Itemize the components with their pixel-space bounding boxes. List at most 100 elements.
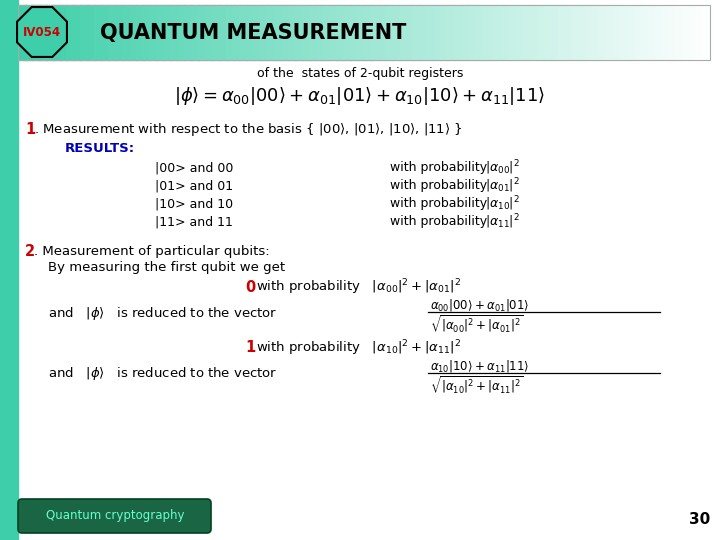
Bar xyxy=(294,5,302,60)
Text: . Measurement of particular qubits:: . Measurement of particular qubits: xyxy=(34,246,269,259)
Text: |10> and 10: |10> and 10 xyxy=(155,198,233,211)
Bar xyxy=(384,5,392,60)
Bar xyxy=(620,5,628,60)
Bar xyxy=(323,5,330,60)
Bar xyxy=(606,5,614,60)
Bar xyxy=(558,5,566,60)
Bar xyxy=(309,5,317,60)
Bar xyxy=(135,5,143,60)
Bar xyxy=(177,5,185,60)
Text: QUANTUM MEASUREMENT: QUANTUM MEASUREMENT xyxy=(100,23,406,43)
Text: $|\alpha_{11}|^2$: $|\alpha_{11}|^2$ xyxy=(485,213,520,231)
Bar xyxy=(274,5,282,60)
Bar xyxy=(668,5,676,60)
Text: and   $|\phi\rangle$   is reduced to the vector: and $|\phi\rangle$ is reduced to the vec… xyxy=(48,366,277,382)
Bar xyxy=(689,5,697,60)
Bar xyxy=(0,0,18,540)
Text: Quantum cryptography: Quantum cryptography xyxy=(46,510,184,523)
Bar xyxy=(364,5,372,60)
Bar xyxy=(696,5,704,60)
FancyBboxPatch shape xyxy=(18,499,211,533)
Bar xyxy=(315,5,323,60)
Bar xyxy=(45,5,53,60)
Bar xyxy=(627,5,635,60)
Text: 1: 1 xyxy=(25,123,35,138)
Bar xyxy=(73,5,81,60)
Bar xyxy=(225,5,233,60)
Bar xyxy=(551,5,559,60)
Polygon shape xyxy=(17,7,67,57)
Text: with probability: with probability xyxy=(390,161,487,174)
Bar xyxy=(440,5,448,60)
Bar xyxy=(641,5,649,60)
Bar xyxy=(371,5,379,60)
Bar xyxy=(378,5,386,60)
Text: $|\alpha_{10}|^2$: $|\alpha_{10}|^2$ xyxy=(485,195,520,213)
Bar xyxy=(288,5,296,60)
Bar xyxy=(468,5,476,60)
Text: with probability   $|\alpha_{00}|^2 + |\alpha_{01}|^2$: with probability $|\alpha_{00}|^2 + |\al… xyxy=(256,277,462,297)
Bar xyxy=(447,5,455,60)
Text: with probability   $|\alpha_{10}|^2 + |\alpha_{11}|^2$: with probability $|\alpha_{10}|^2 + |\al… xyxy=(256,338,462,358)
Bar xyxy=(648,5,656,60)
Bar xyxy=(39,5,47,60)
Bar xyxy=(108,5,116,60)
Bar xyxy=(350,5,358,60)
Bar xyxy=(537,5,545,60)
Bar xyxy=(25,5,33,60)
Text: 2: 2 xyxy=(25,245,35,260)
Text: $|\phi\rangle = \alpha_{00}|00\rangle + \alpha_{01}|01\rangle + \alpha_{10}|10\r: $|\phi\rangle = \alpha_{00}|00\rangle + … xyxy=(174,85,546,107)
Bar xyxy=(357,5,365,60)
Text: RESULTS:: RESULTS: xyxy=(65,141,135,154)
Bar xyxy=(122,5,130,60)
Bar xyxy=(267,5,275,60)
Text: $|\alpha_{01}|^2$: $|\alpha_{01}|^2$ xyxy=(485,177,520,195)
Bar xyxy=(474,5,482,60)
Bar xyxy=(129,5,137,60)
Bar xyxy=(523,5,531,60)
Bar xyxy=(530,5,538,60)
Bar xyxy=(329,5,337,60)
Bar xyxy=(593,5,600,60)
Bar xyxy=(260,5,268,60)
Bar xyxy=(413,5,420,60)
Bar xyxy=(579,5,586,60)
Text: 0: 0 xyxy=(245,280,256,294)
Bar xyxy=(302,5,310,60)
Text: |01> and 01: |01> and 01 xyxy=(155,179,233,192)
Bar xyxy=(454,5,462,60)
Bar xyxy=(18,5,710,60)
Bar xyxy=(613,5,621,60)
Text: $\alpha_{00}|00\rangle+\alpha_{01}|01\rangle$: $\alpha_{00}|00\rangle+\alpha_{01}|01\ra… xyxy=(430,297,529,313)
Text: and   $|\phi\rangle$   is reduced to the vector: and $|\phi\rangle$ is reduced to the vec… xyxy=(48,305,277,321)
Bar xyxy=(662,5,670,60)
Bar xyxy=(101,5,109,60)
Bar xyxy=(599,5,607,60)
Text: with probability: with probability xyxy=(390,215,487,228)
Bar xyxy=(81,5,89,60)
Text: |11> and 11: |11> and 11 xyxy=(155,215,233,228)
Bar xyxy=(150,5,158,60)
Text: 30: 30 xyxy=(689,512,711,528)
Text: $|\alpha_{00}|^2$: $|\alpha_{00}|^2$ xyxy=(485,159,520,177)
Bar xyxy=(32,5,40,60)
Bar xyxy=(87,5,95,60)
Bar xyxy=(143,5,150,60)
Bar xyxy=(419,5,427,60)
Bar xyxy=(253,5,261,60)
Bar xyxy=(564,5,572,60)
Text: 1: 1 xyxy=(245,341,256,355)
Text: |00> and 00: |00> and 00 xyxy=(155,161,233,174)
Bar xyxy=(516,5,524,60)
Bar xyxy=(219,5,227,60)
Bar xyxy=(198,5,206,60)
Bar xyxy=(399,5,407,60)
Bar xyxy=(675,5,683,60)
Bar xyxy=(240,5,248,60)
Bar xyxy=(53,5,60,60)
Bar xyxy=(205,5,213,60)
Bar xyxy=(489,5,497,60)
Bar xyxy=(405,5,413,60)
Bar xyxy=(336,5,344,60)
Text: $\sqrt{|\alpha_{10}|^2+|\alpha_{11}|^2}$: $\sqrt{|\alpha_{10}|^2+|\alpha_{11}|^2}$ xyxy=(430,374,523,396)
